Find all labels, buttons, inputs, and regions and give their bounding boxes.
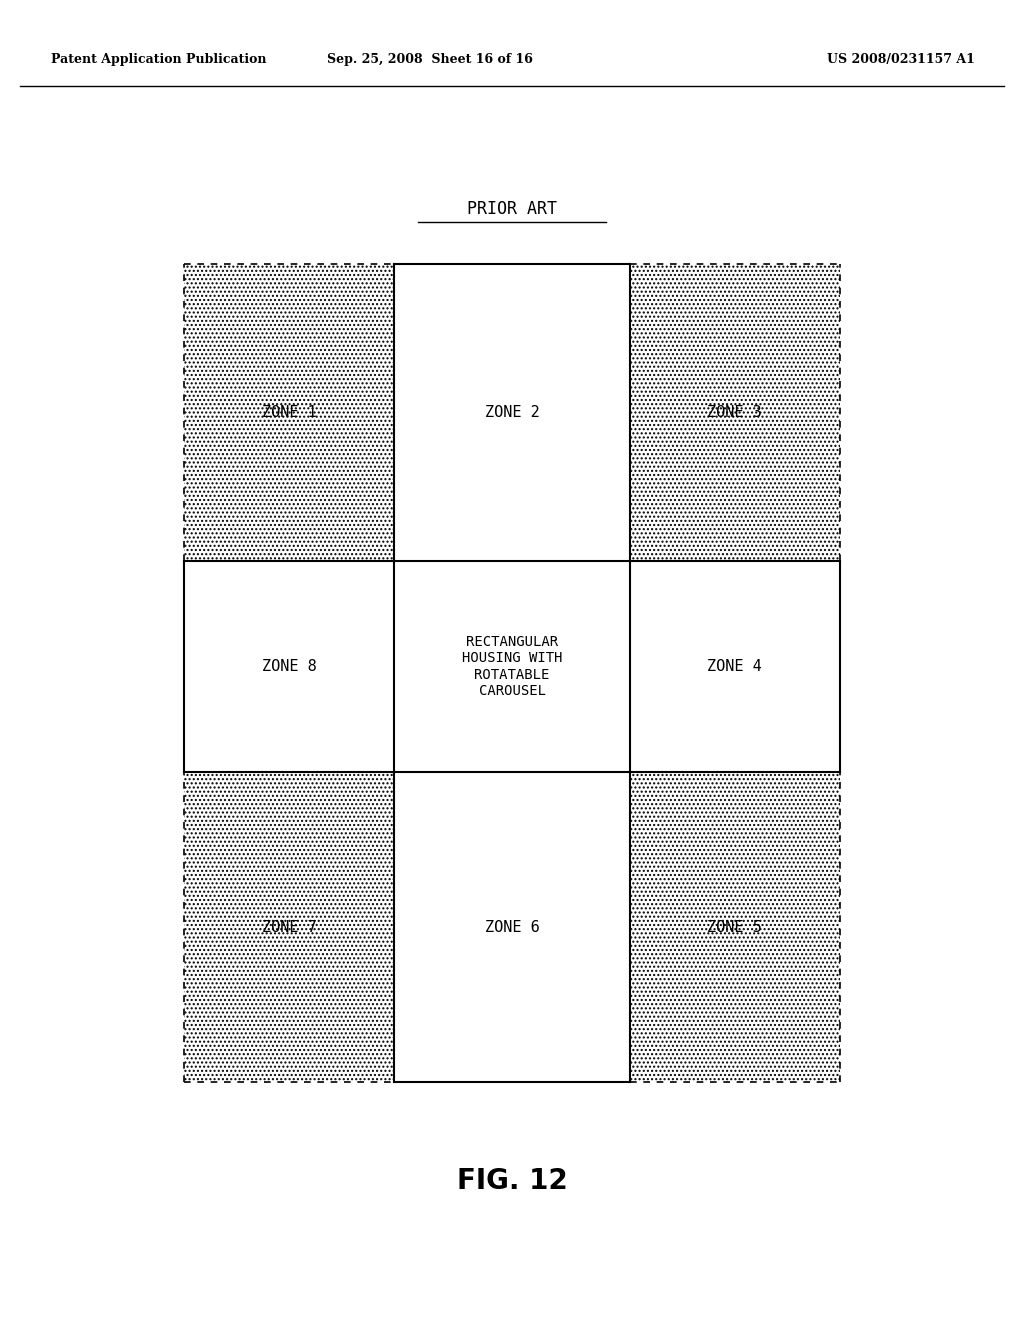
Text: US 2008/0231157 A1: US 2008/0231157 A1 <box>827 53 975 66</box>
Text: RECTANGULAR
HOUSING WITH
ROTATABLE
CAROUSEL: RECTANGULAR HOUSING WITH ROTATABLE CAROU… <box>462 635 562 698</box>
Text: ZONE 8: ZONE 8 <box>262 659 316 675</box>
Bar <box>630 264 840 561</box>
Text: Patent Application Publication: Patent Application Publication <box>51 53 266 66</box>
Text: PRIOR ART: PRIOR ART <box>467 199 557 218</box>
Text: ZONE 5: ZONE 5 <box>708 920 762 935</box>
Bar <box>630 561 840 772</box>
Text: ZONE 7: ZONE 7 <box>262 920 316 935</box>
Text: FIG. 12: FIG. 12 <box>457 1167 567 1196</box>
Bar <box>184 264 394 561</box>
Bar <box>184 772 394 1082</box>
Text: ZONE 2: ZONE 2 <box>484 405 540 420</box>
Text: Sep. 25, 2008  Sheet 16 of 16: Sep. 25, 2008 Sheet 16 of 16 <box>327 53 534 66</box>
Bar <box>394 264 630 561</box>
Bar <box>184 561 394 772</box>
Text: ZONE 1: ZONE 1 <box>262 405 316 420</box>
Text: ZONE 4: ZONE 4 <box>708 659 762 675</box>
Text: ZONE 3: ZONE 3 <box>708 405 762 420</box>
Bar <box>394 772 630 1082</box>
Bar <box>394 561 630 772</box>
Bar <box>630 772 840 1082</box>
Text: ZONE 6: ZONE 6 <box>484 920 540 935</box>
